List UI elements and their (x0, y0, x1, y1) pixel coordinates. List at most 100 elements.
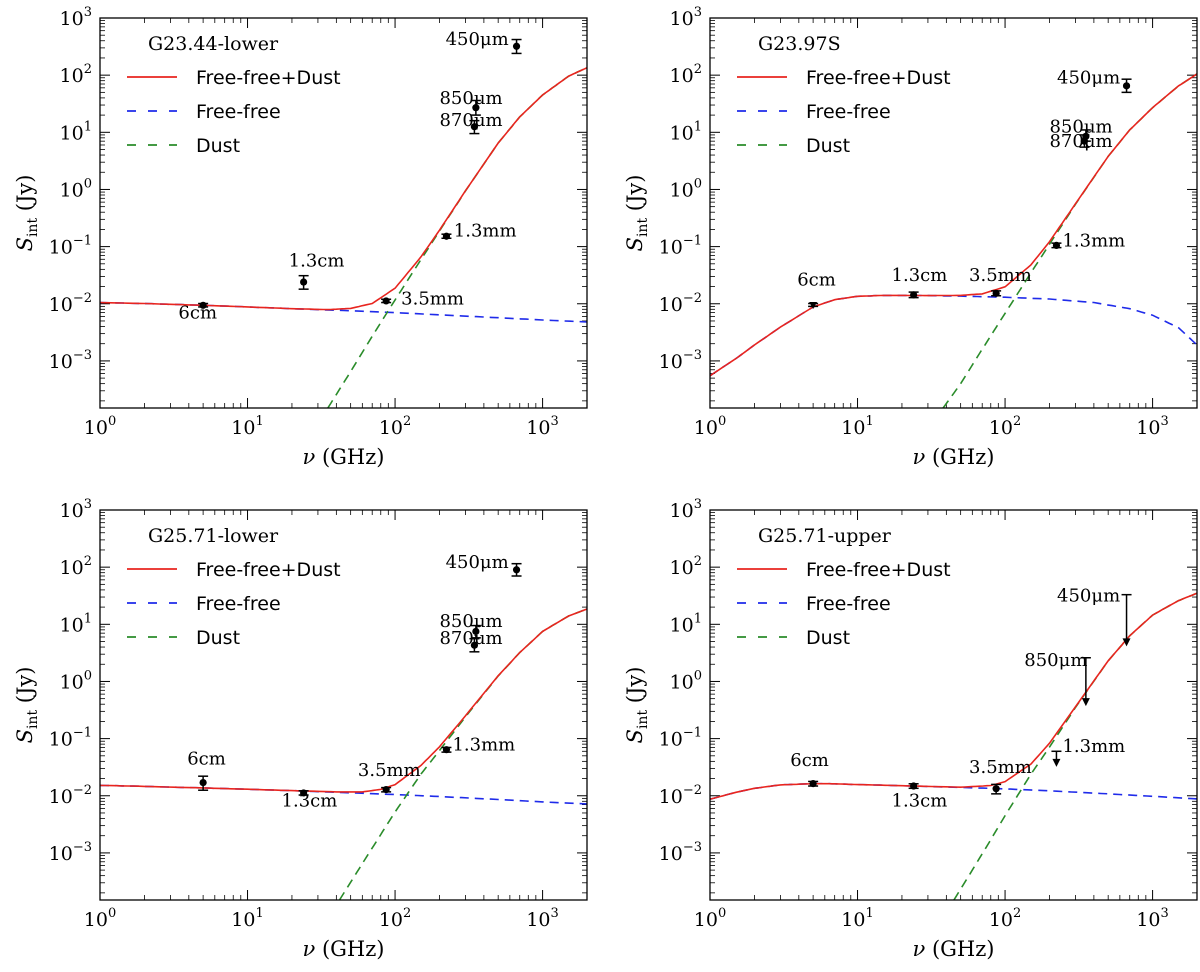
y-tick-label: 103 (60, 497, 92, 522)
legend-entry: Free-free+Dust (196, 67, 341, 89)
data-label: 3.5mm (969, 757, 1032, 778)
series-line-free-free-dust (710, 592, 1197, 800)
series-line-free-free (710, 782, 1197, 800)
data-point (382, 786, 390, 794)
x-tick-label: 100 (84, 906, 116, 931)
data-label: 1.3cm (892, 790, 948, 811)
legend-entry: Free-free (806, 593, 891, 615)
chart-panel-1: 100 101 102 103 10−3 10−2 10−1 100 101 102 103 ν (G… (13, 5, 588, 469)
data-label: 3.5mm (358, 760, 421, 781)
panel-title: G25.71-upper (758, 525, 892, 547)
y-tick-label: 10−3 (49, 840, 92, 865)
legend-entry: Free-free (196, 593, 281, 615)
y-tick-label: 10−2 (49, 783, 92, 808)
x-axis-label: ν (GHz) (912, 445, 994, 469)
y-tick-label: 100 (670, 176, 702, 201)
legend-entry: Dust (196, 135, 240, 157)
legend: Free-free+Dust Free-free Dust (737, 559, 951, 649)
y-axis-label: Sint (Jy) (13, 175, 41, 252)
x-axis-label: ν (GHz) (302, 445, 384, 469)
data-points (198, 38, 522, 309)
x-tick-label: 100 (694, 414, 726, 439)
data-point (442, 232, 451, 240)
series-line-free-free-dust (100, 608, 587, 793)
data-label: 850μm (1024, 650, 1087, 671)
data-point (992, 785, 1000, 793)
data-points (198, 562, 522, 797)
x-tick-label: 103 (526, 414, 558, 439)
data-point (910, 291, 918, 299)
series-line-free-free (100, 784, 587, 805)
series-line-dust (338, 608, 587, 900)
x-tick-label: 103 (1136, 414, 1168, 439)
y-tick-label: 10−3 (659, 348, 702, 373)
panel-title: G23.97S (758, 33, 841, 55)
upper-limit-arrowhead (1122, 638, 1131, 647)
data-label: 3.5mm (969, 265, 1032, 286)
y-tick-label: 101 (670, 611, 702, 636)
data-label: 850μm (439, 611, 502, 632)
legend-entry: Dust (806, 627, 850, 649)
data-points (808, 78, 1132, 310)
data-label: 1.3cm (892, 265, 948, 286)
y-tick-label: 102 (60, 62, 92, 87)
data-label: 6cm (797, 269, 836, 290)
x-tick-label: 101 (841, 906, 873, 931)
y-tick-label: 101 (60, 611, 92, 636)
y-axis-label: Sint (Jy) (623, 175, 651, 252)
data-label: 850μm (1049, 116, 1112, 137)
chart-panel-3: 100 101 102 103 10−3 10−2 10−1 100 101 102 103 ν (G… (13, 497, 588, 961)
x-tick-label: 101 (231, 906, 263, 931)
data-point (300, 278, 308, 286)
x-tick-label: 102 (989, 414, 1021, 439)
series-line-dust (942, 73, 1197, 408)
y-tick-label: 102 (670, 62, 702, 87)
data-point (512, 42, 521, 50)
x-tick-label: 102 (989, 906, 1021, 931)
y-tick-label: 100 (60, 176, 92, 201)
legend-entry: Dust (806, 135, 850, 157)
data-label: 870μm (439, 110, 502, 131)
model-curves (710, 592, 1197, 900)
panel-title: G25.71-lower (148, 525, 279, 547)
data-point (512, 566, 521, 574)
data-point (910, 782, 918, 790)
y-tick-label: 102 (60, 554, 92, 579)
y-tick-label: 10−3 (49, 348, 92, 373)
series-line-free-free (710, 294, 1197, 377)
data-point (472, 104, 480, 112)
y-tick-label: 10−1 (659, 726, 702, 751)
plot-frame (99, 509, 588, 901)
data-points (808, 593, 1132, 795)
data-label: 1.3cm (289, 250, 345, 271)
y-axis-label: Sint (Jy) (13, 667, 41, 744)
series-line-free-free (100, 301, 587, 323)
x-tick-label: 103 (526, 906, 558, 931)
data-label: 450μm (1057, 67, 1120, 88)
data-label: 450μm (446, 552, 509, 573)
plot-frame (709, 509, 1198, 901)
upper-limit-arrowhead (1081, 698, 1090, 707)
y-tick-label: 101 (670, 119, 702, 144)
data-label: 1.3mm (1062, 231, 1125, 252)
y-tick-label: 10−2 (659, 783, 702, 808)
legend: Free-free+Dust Free-free Dust (737, 67, 951, 157)
axis-ticks (709, 509, 1197, 900)
upper-limit-arrowhead (1052, 758, 1061, 767)
y-tick-label: 10−2 (49, 291, 92, 316)
data-point (300, 789, 308, 797)
plot-frame (709, 17, 1198, 409)
data-point (472, 627, 480, 636)
x-axis-label: ν (GHz) (912, 937, 994, 961)
y-tick-label: 10−1 (659, 234, 702, 259)
data-label: 1.3mm (454, 221, 517, 242)
data-label: 870μm (1049, 131, 1112, 152)
legend-entry: Free-free (806, 101, 891, 123)
series-line-free-free-dust (100, 66, 587, 311)
model-curves (100, 608, 587, 900)
x-tick-label: 100 (84, 414, 116, 439)
legend: Free-free+Dust Free-free Dust (127, 67, 341, 157)
chart-panel-4: 100 101 102 103 10−3 10−2 10−1 100 101 102 103 ν (G… (623, 497, 1198, 961)
data-label: 6cm (187, 749, 226, 770)
